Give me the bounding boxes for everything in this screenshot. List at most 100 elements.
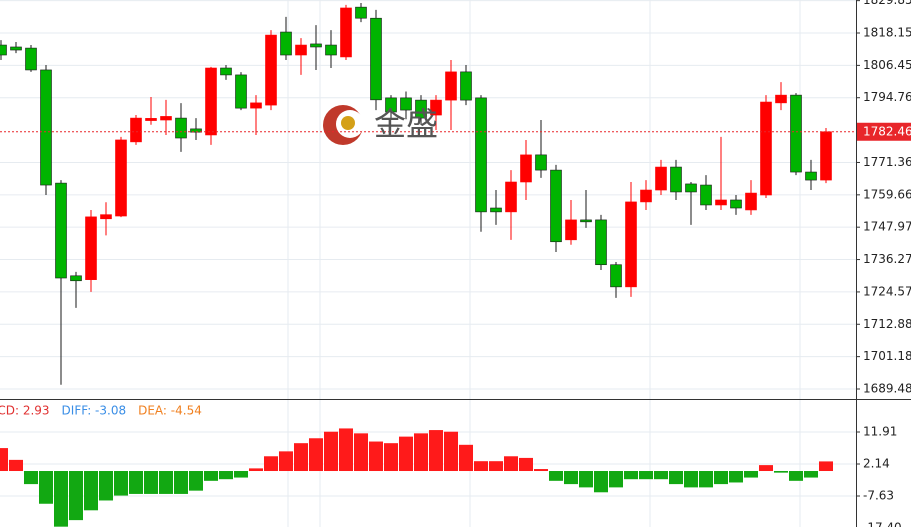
histogram-bar (444, 431, 458, 472)
legend-entry: DIFF: -3.08 (62, 404, 127, 418)
y-tick-label: 1747.97 (863, 220, 911, 234)
candle-body (115, 139, 127, 217)
histogram-bar (339, 428, 353, 472)
histogram-bar (474, 461, 488, 472)
histogram-bar (549, 471, 563, 481)
candle-body (145, 118, 157, 121)
candle-body (565, 219, 577, 241)
candle-body (430, 99, 442, 116)
histogram-bar (159, 471, 173, 494)
candle-body (580, 219, 592, 223)
histogram-bar (189, 471, 203, 491)
y-tick-label: 11.91 (863, 425, 897, 439)
candle-body (265, 34, 277, 106)
histogram-bar (69, 471, 83, 521)
y-tick-label: 1794.76 (863, 90, 911, 104)
candle-body (610, 264, 622, 288)
candle-body (70, 275, 82, 282)
y-tick-label: 1689.48 (863, 382, 911, 396)
y-tick-label: 1736.27 (863, 252, 911, 266)
histogram-bar (204, 471, 218, 481)
y-tick-label: -7.63 (863, 488, 894, 502)
histogram-bar (744, 471, 758, 478)
logo (323, 105, 364, 145)
histogram-bar (459, 444, 473, 472)
histogram-bar (774, 471, 788, 473)
candle-body (475, 97, 487, 213)
histogram-bar (369, 441, 383, 472)
candle-body (715, 199, 727, 206)
legend-entry: DEA: -4.54 (138, 404, 202, 418)
histogram-bar (504, 456, 518, 472)
candle-body (640, 189, 652, 203)
histogram-bar (624, 471, 638, 480)
histogram-bar (54, 471, 68, 527)
histogram-bar (219, 471, 233, 480)
histogram-bar (249, 468, 263, 472)
y-tick-label: -17.40 (863, 520, 902, 527)
candle-body (490, 207, 502, 213)
histogram-bar (684, 471, 698, 488)
histogram-bar (714, 471, 728, 485)
candle-body (655, 166, 667, 191)
histogram-bar (579, 471, 593, 488)
histogram-bar (324, 431, 338, 472)
candle-body (10, 46, 22, 51)
candle-body (295, 44, 307, 56)
candle-body (175, 117, 187, 139)
candle-body (415, 99, 427, 119)
histogram-bar (789, 471, 803, 481)
y-tick-label: 1829.85 (863, 0, 911, 7)
candle-body (85, 216, 97, 280)
histogram-bar (399, 436, 413, 472)
candle-body (625, 201, 637, 288)
candle-body (670, 166, 682, 193)
histogram-bar (144, 471, 158, 494)
candle-body (235, 74, 247, 109)
histogram-bar (279, 451, 293, 472)
candle-body (400, 97, 412, 111)
histogram-bar (39, 471, 53, 504)
candle-body (820, 131, 832, 181)
histogram-bar (519, 457, 533, 472)
candle-body (160, 116, 172, 121)
candle-body (505, 181, 517, 213)
candle-body (25, 47, 37, 71)
candle-body (790, 94, 802, 173)
candle-body (700, 184, 712, 206)
candle-body (520, 154, 532, 183)
histogram-bar (264, 456, 278, 472)
candle-body (100, 214, 112, 220)
candle-body (535, 154, 547, 171)
histogram-bar (309, 438, 323, 472)
candle-body (325, 44, 337, 56)
y-tick-label: 1724.57 (863, 284, 911, 298)
candle-body (730, 199, 742, 209)
histogram-bar (234, 471, 248, 478)
candle-body (370, 17, 382, 101)
histogram-bar (594, 471, 608, 493)
histogram-bar (354, 433, 368, 472)
candle-body (310, 43, 322, 48)
candle-body (40, 69, 52, 186)
histogram-bar (729, 471, 743, 483)
histogram-bar (9, 459, 23, 472)
candle-body (355, 6, 367, 19)
y-tick-label: 1771.36 (863, 155, 911, 169)
candle-body (220, 67, 232, 76)
histogram-bar (24, 471, 38, 485)
histogram-bar (84, 471, 98, 511)
candle-body (760, 101, 772, 196)
last-price-box (857, 122, 911, 141)
histogram-bar (384, 443, 398, 472)
logo-dot (341, 116, 355, 130)
candle-body (250, 102, 262, 109)
histogram-bar (0, 448, 8, 472)
candle-body (460, 71, 472, 101)
candle-body (130, 117, 142, 143)
y-tick-label: 1701.18 (863, 349, 911, 363)
candle-body (805, 171, 817, 181)
y-tick-label: 2.14 (863, 457, 890, 471)
